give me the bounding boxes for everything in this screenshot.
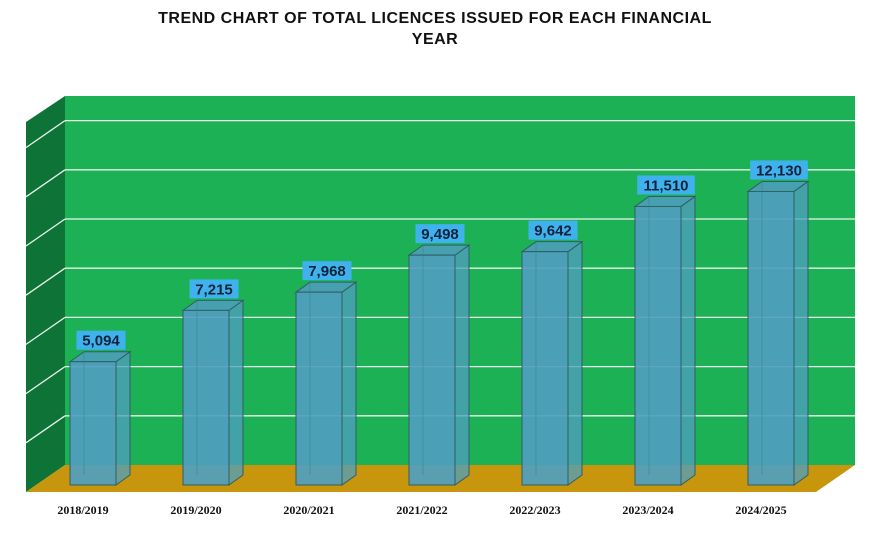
data-label: 9,498 [421, 226, 459, 243]
data-label-box [189, 279, 239, 299]
data-label-box [750, 160, 808, 180]
gridline-side [25, 218, 66, 247]
chart-side-wall [26, 96, 65, 492]
bar-side [793, 180, 809, 486]
data-label-box [637, 175, 695, 195]
bar [407, 244, 471, 486]
bar-front [69, 361, 117, 486]
x-tick-label: 2020/2021 [283, 503, 334, 517]
x-tick-label: 2023/2024 [622, 503, 673, 517]
data-label-box [528, 220, 578, 240]
bar [294, 281, 358, 486]
gridline-side [25, 169, 66, 198]
bar [633, 195, 697, 486]
bar-front [634, 205, 682, 486]
bar-front [521, 251, 569, 486]
bar [181, 299, 245, 486]
bar-side [341, 281, 357, 486]
bar-front [182, 309, 230, 486]
chart-title: TREND CHART OF TOTAL LICENCES ISSUED FOR… [60, 8, 810, 50]
x-tick-label: 2024/2025 [735, 503, 786, 517]
gridline-side [25, 316, 66, 345]
gridline-side [25, 366, 66, 395]
bar-side [228, 299, 244, 486]
bar-side [454, 244, 470, 486]
data-label: 12,130 [756, 162, 802, 179]
x-axis-ticks: 2018/2019 2019/2020 2020/2021 2021/2022 2022… [57, 503, 786, 517]
gridline-side [25, 415, 66, 444]
bar-side [567, 240, 583, 486]
bar [520, 240, 584, 486]
data-label: 5,094 [82, 333, 120, 350]
bar-front [408, 254, 456, 486]
data-label-box [302, 261, 352, 281]
data-labels: 5,094 7,215 7,968 9,498 9,642 11,510 12,130 [76, 160, 808, 350]
data-label: 11,510 [643, 177, 688, 194]
bar-side [115, 350, 131, 486]
data-label: 9,642 [534, 223, 572, 240]
bars [68, 180, 810, 486]
bar [746, 180, 810, 486]
x-tick-label: 2022/2023 [509, 503, 560, 517]
data-label-box [76, 330, 126, 350]
x-tick-label: 2019/2020 [170, 503, 221, 517]
gridline-side [25, 267, 66, 296]
chart-title-line-2: YEAR [411, 31, 459, 48]
bar-front [295, 291, 343, 486]
gridline-side [25, 120, 66, 149]
x-tick-label: 2018/2019 [57, 503, 108, 517]
chart-title-line-1: TREND CHART OF TOTAL LICENCES ISSUED FOR… [158, 10, 712, 27]
bar-front [747, 190, 795, 486]
data-label: 7,215 [195, 281, 233, 298]
x-tick-label: 2021/2022 [396, 503, 447, 517]
data-label-box [415, 224, 465, 244]
data-label: 7,968 [308, 263, 346, 280]
bar-side [680, 195, 696, 486]
bar [68, 350, 132, 486]
